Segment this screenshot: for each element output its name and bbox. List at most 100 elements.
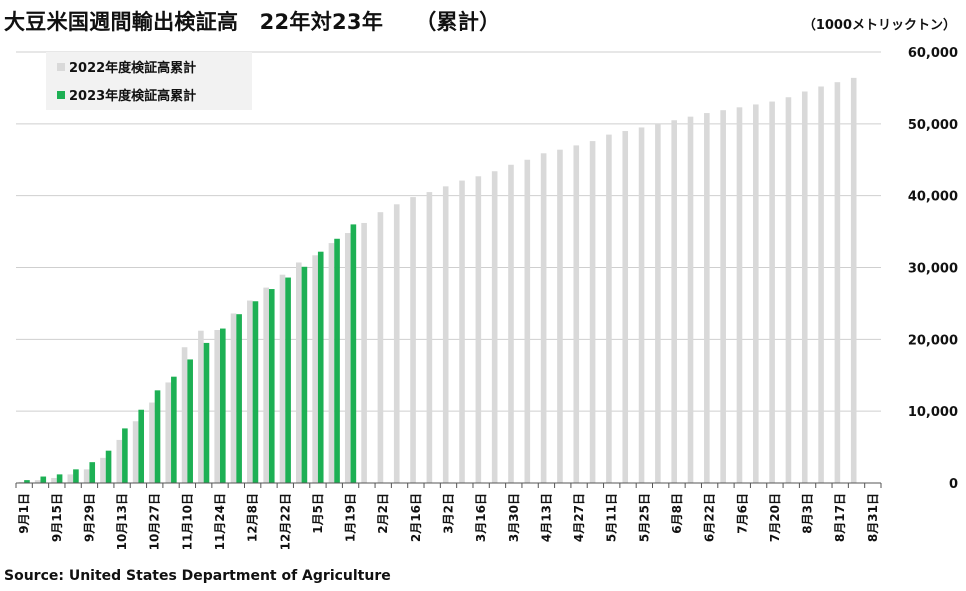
x-tick-label: 8月31日 [866, 493, 880, 542]
x-tick-label: 2月2日 [376, 493, 390, 534]
bar-2022 [149, 402, 155, 483]
y-tick-label: 10,000 [908, 405, 958, 420]
x-tick-label: 10月13日 [115, 493, 129, 550]
x-tick-label: 9月15日 [50, 493, 64, 542]
x-tick-label: 9月1日 [17, 493, 31, 534]
axes: 0 10,000 20,000 30,000 40,000 50,000 60,000 9月1… [15, 46, 958, 550]
x-tick-label: 1月5日 [311, 493, 325, 534]
bar-2022 [769, 101, 775, 483]
bar-2022 [263, 287, 269, 483]
bar-2022 [508, 164, 514, 484]
x-tick-label: 11月24日 [213, 493, 227, 550]
bar-2023 [187, 359, 193, 483]
bar-2022 [736, 107, 743, 483]
legend[interactable]: 2022年度検証高累計 2023年度検証高累計 [46, 52, 252, 110]
x-tick-label: 7月6日 [735, 493, 749, 534]
bar-2023 [252, 301, 259, 483]
bar-2022 [752, 104, 759, 484]
bar-2022 [720, 110, 726, 483]
bar-2023 [350, 224, 357, 483]
bar-2022 [442, 186, 449, 483]
source-note: Source: United States Department of Agri… [4, 568, 391, 584]
legend-label: 2023年度検証高累計 [69, 88, 196, 104]
bar-2023 [105, 450, 112, 483]
legend-swatch [57, 63, 65, 71]
x-tick-label: 5月11日 [605, 493, 619, 542]
bar-2022 [491, 171, 498, 483]
bar-2023 [40, 476, 47, 483]
x-tick-label: 12月8日 [246, 493, 260, 542]
bar-2023 [89, 462, 96, 483]
bar-2022 [230, 313, 237, 483]
y-tick-label: 20,000 [908, 333, 958, 348]
bar-2022 [18, 481, 25, 483]
bar-2022 [426, 192, 433, 483]
bar-2023 [203, 342, 210, 483]
x-tick-label: 6月8日 [670, 493, 684, 534]
bar-2022 [296, 262, 302, 483]
bar-2022 [328, 243, 335, 483]
bar-2022 [198, 330, 204, 483]
bar-2022 [622, 131, 629, 483]
x-tick-label: 10月27日 [148, 493, 162, 550]
x-tick-label: 1月19日 [344, 493, 358, 542]
bar-2022 [51, 477, 57, 483]
bar-2022 [801, 91, 808, 483]
bar-2022 [687, 116, 694, 484]
x-tick-label: 3月16日 [474, 493, 488, 542]
bar-2022 [116, 439, 123, 483]
bar-2022 [834, 82, 841, 484]
chart-title: 大豆米国週間輸出検証高 22年対23年 （累計） [4, 10, 501, 34]
bar-2022 [606, 134, 612, 483]
y-tick-label: 50,000 [908, 118, 958, 133]
bar-2022 [573, 145, 580, 483]
bar-2023 [24, 480, 30, 483]
bar-2022 [67, 474, 74, 483]
bar-2022 [361, 222, 367, 484]
unit-label: （1000メトリックトン） [802, 18, 956, 33]
bar-2023 [301, 266, 308, 483]
bar-2023 [122, 428, 128, 483]
x-tick-label: 11月10日 [180, 493, 194, 550]
bar-2022 [165, 382, 172, 483]
bar-2022 [540, 153, 547, 483]
bar-2022 [589, 141, 596, 483]
bar-2022 [818, 86, 824, 483]
bar-2023 [236, 314, 242, 483]
bar-2022 [344, 233, 351, 483]
bar-2022 [247, 300, 253, 483]
bar-2022 [459, 180, 465, 483]
x-tick-label: 12月22日 [278, 493, 292, 550]
bar-2022 [279, 274, 286, 483]
bar-2022 [312, 255, 318, 483]
bar-2023 [334, 238, 340, 483]
bar-2022 [850, 77, 857, 484]
x-tick-label: 3月2日 [442, 493, 456, 534]
bar-2023 [317, 251, 324, 483]
bar-2022 [132, 421, 139, 483]
bar-2022 [655, 123, 661, 483]
bar-2022 [100, 457, 106, 483]
legend-box [46, 52, 252, 110]
x-tick-label: 4月27日 [572, 493, 586, 542]
y-tick-label: 0 [949, 477, 958, 492]
y-tick-label: 60,000 [908, 46, 958, 61]
x-tick-label: 2月16日 [409, 493, 423, 542]
x-tick-label: 9月29日 [82, 493, 96, 542]
x-tick-label: 4月13日 [539, 493, 553, 542]
bar-2022 [475, 176, 482, 483]
bar-2023 [154, 390, 161, 483]
x-tick-label: 8月17日 [833, 493, 847, 542]
bar-2023 [268, 289, 275, 483]
bar-2022 [785, 97, 792, 483]
legend-label: 2022年度検証高累計 [69, 60, 196, 76]
bar-2023 [73, 469, 79, 483]
bar-2023 [220, 328, 226, 483]
bar-2022 [671, 120, 677, 483]
x-tick-label: 6月22日 [703, 493, 717, 542]
y-tick-label: 30,000 [908, 262, 958, 277]
bar-2022 [34, 480, 41, 483]
bar-2022 [393, 204, 400, 483]
bar-2023 [56, 474, 63, 483]
